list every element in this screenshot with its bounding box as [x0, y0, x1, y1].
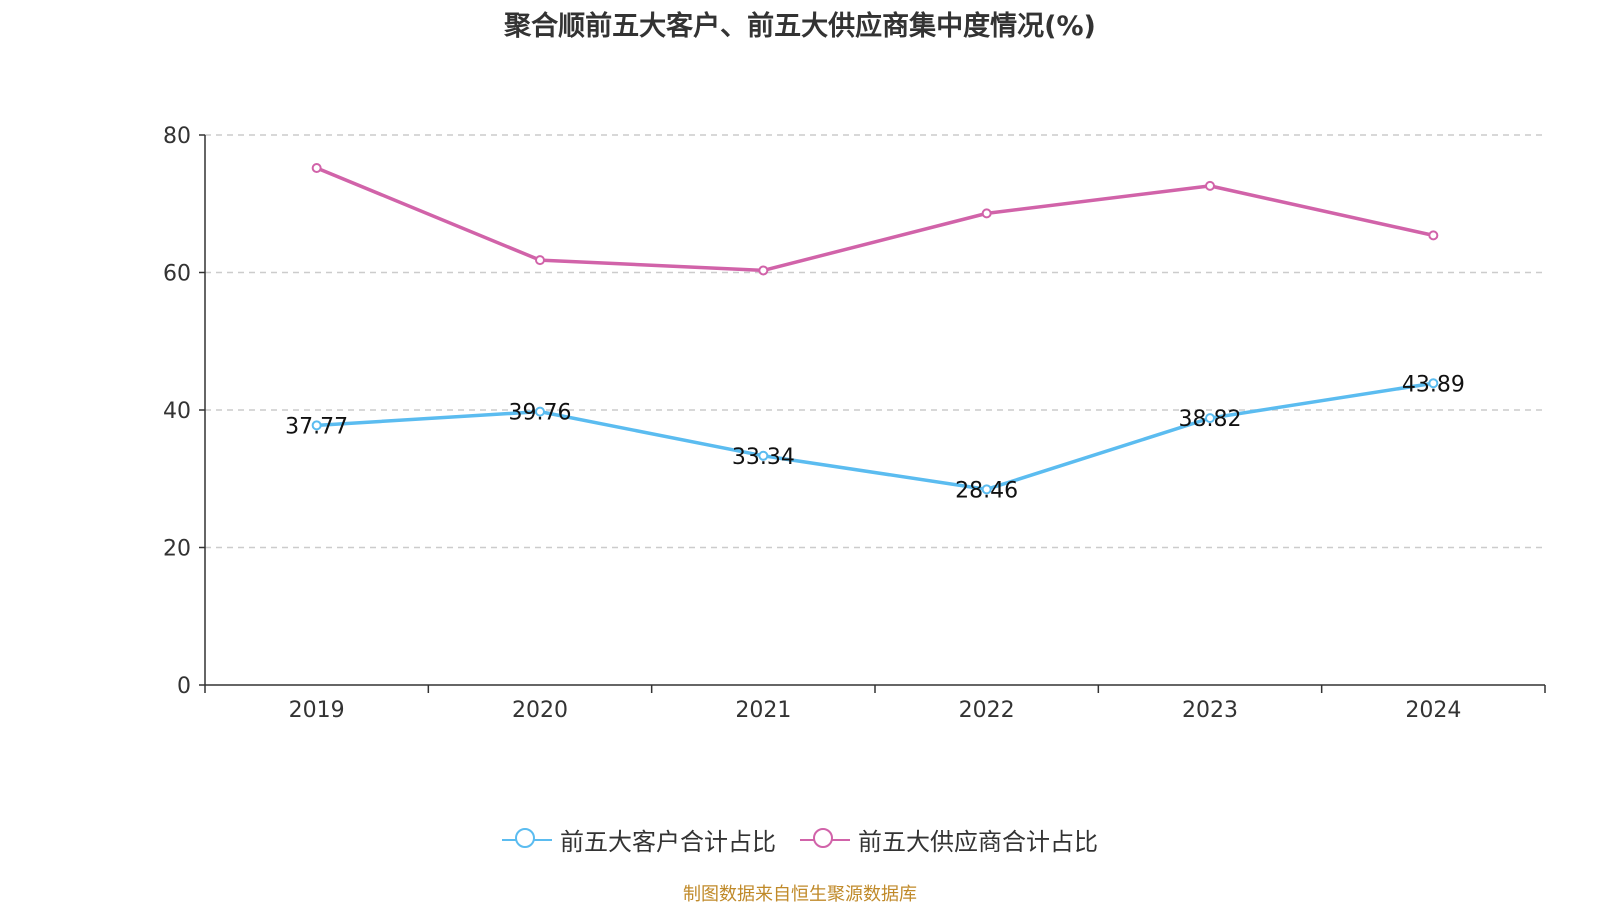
x-tick-label: 2019	[289, 698, 345, 723]
axes: 0 20 40 60 80 2019 2020 2021 2022 2023 2024	[163, 124, 1546, 723]
data-point	[535, 406, 545, 417]
data-label: 33.34	[732, 445, 795, 470]
legend-label-customers: 前五大客户合计占比	[560, 828, 776, 856]
x-tick-label: 2024	[1405, 698, 1461, 723]
data-label: 43.89	[1402, 372, 1465, 397]
legend: 前五大客户合计占比 前五大供应商合计占比	[0, 822, 1600, 857]
data-point	[311, 163, 322, 173]
data-labels: 37.77 39.76 33.34 28.46 38.82 43.89	[285, 372, 1465, 503]
x-tick-label: 2020	[512, 698, 568, 723]
data-label: 37.77	[285, 414, 348, 439]
data-point	[1205, 180, 1215, 191]
x-tick-label: 2022	[959, 698, 1015, 723]
legend-label-suppliers: 前五大供应商合计占比	[858, 828, 1098, 856]
legend-marker-customers	[502, 827, 552, 852]
series-lines	[311, 163, 1439, 495]
data-point	[535, 255, 545, 266]
y-tick-label: 40	[163, 399, 191, 424]
data-label: 39.76	[509, 401, 572, 426]
data-point	[1428, 378, 1439, 389]
data-label: 38.82	[1179, 407, 1242, 432]
data-point	[1428, 230, 1439, 241]
x-tick-label: 2021	[735, 698, 791, 723]
legend-item-customers[interactable]: 前五大客户合计占比	[502, 822, 776, 857]
series-line-0	[316, 381, 1434, 492]
y-tick-label: 80	[163, 124, 191, 149]
data-label: 28.46	[955, 478, 1018, 503]
data-point	[758, 265, 769, 276]
series-line-1	[315, 166, 1434, 273]
y-tick-label: 20	[163, 537, 191, 562]
y-tick-label: 0	[177, 674, 191, 699]
legend-marker-suppliers	[800, 827, 850, 852]
chart-title: 聚合顺前五大客户、前五大供应商集中度情况(%)	[504, 11, 1096, 42]
x-tick-label: 2023	[1182, 698, 1238, 723]
data-point	[981, 208, 992, 219]
source-note: 制图数据来自恒生聚源数据库	[683, 884, 917, 905]
y-tick-label: 60	[163, 262, 191, 287]
legend-item-suppliers[interactable]: 前五大供应商合计占比	[800, 822, 1098, 857]
data-point	[981, 484, 992, 495]
data-point	[311, 420, 322, 431]
grid-lines	[205, 134, 1545, 549]
data-point	[758, 450, 769, 461]
data-point	[1205, 413, 1215, 424]
